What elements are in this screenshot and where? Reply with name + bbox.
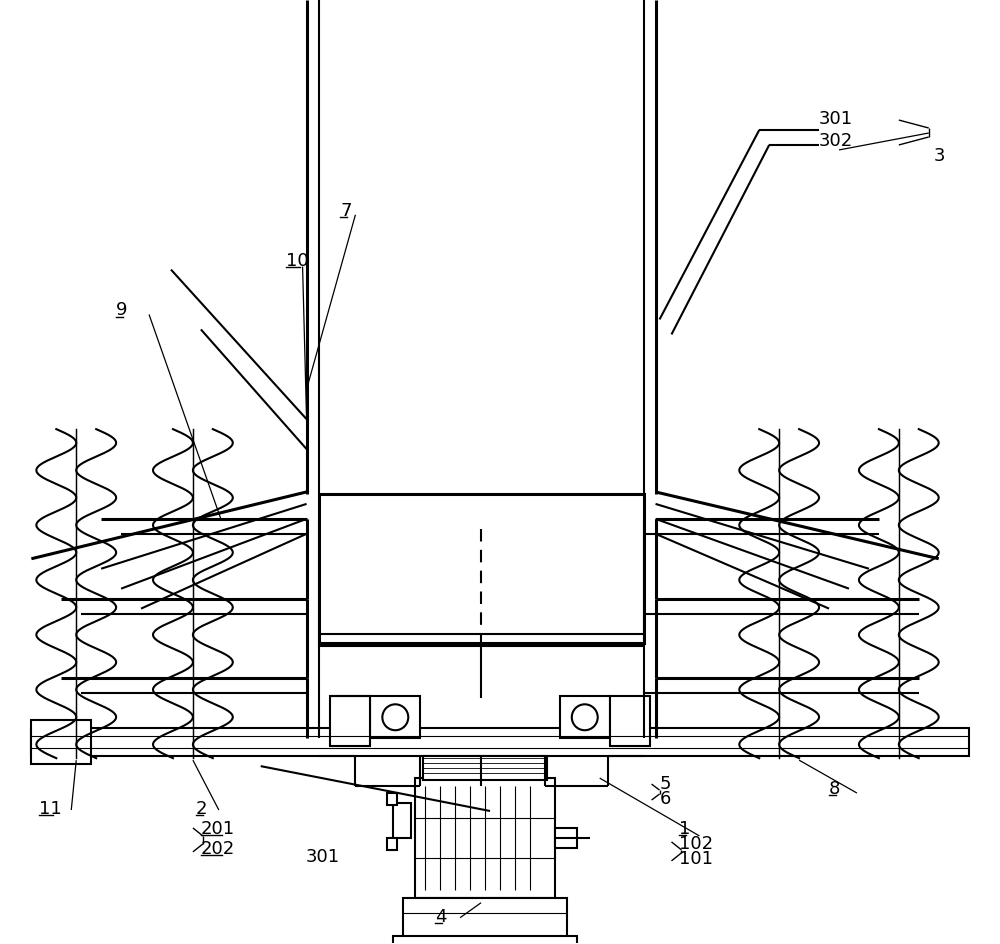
Text: 5: 5: [660, 774, 671, 792]
Text: 4: 4: [435, 907, 447, 925]
Text: 8: 8: [829, 779, 840, 798]
Text: 3: 3: [934, 146, 945, 165]
Text: 2: 2: [196, 800, 207, 818]
Text: 201: 201: [201, 819, 235, 837]
Bar: [387, 838, 397, 850]
Text: 10: 10: [286, 251, 308, 269]
Bar: [31, 729, 969, 756]
Bar: [403, 898, 567, 937]
Text: 11: 11: [39, 800, 62, 818]
Text: 9: 9: [116, 301, 128, 319]
Bar: [393, 803, 411, 838]
Text: 1: 1: [679, 819, 691, 837]
Text: 6: 6: [660, 789, 671, 807]
Bar: [610, 697, 650, 747]
Text: 301: 301: [819, 110, 853, 127]
Text: 102: 102: [679, 834, 714, 852]
Bar: [387, 793, 397, 805]
Bar: [31, 720, 91, 765]
Bar: [555, 828, 577, 848]
Text: 301: 301: [306, 847, 340, 865]
Bar: [560, 697, 610, 738]
Text: 101: 101: [679, 849, 713, 867]
Bar: [370, 697, 420, 738]
Bar: [423, 756, 547, 781]
Bar: [393, 936, 577, 944]
Bar: [319, 495, 644, 644]
Text: 202: 202: [201, 839, 235, 857]
Bar: [415, 778, 555, 898]
Bar: [330, 697, 370, 747]
Text: 302: 302: [819, 132, 853, 150]
Text: 7: 7: [340, 202, 352, 220]
